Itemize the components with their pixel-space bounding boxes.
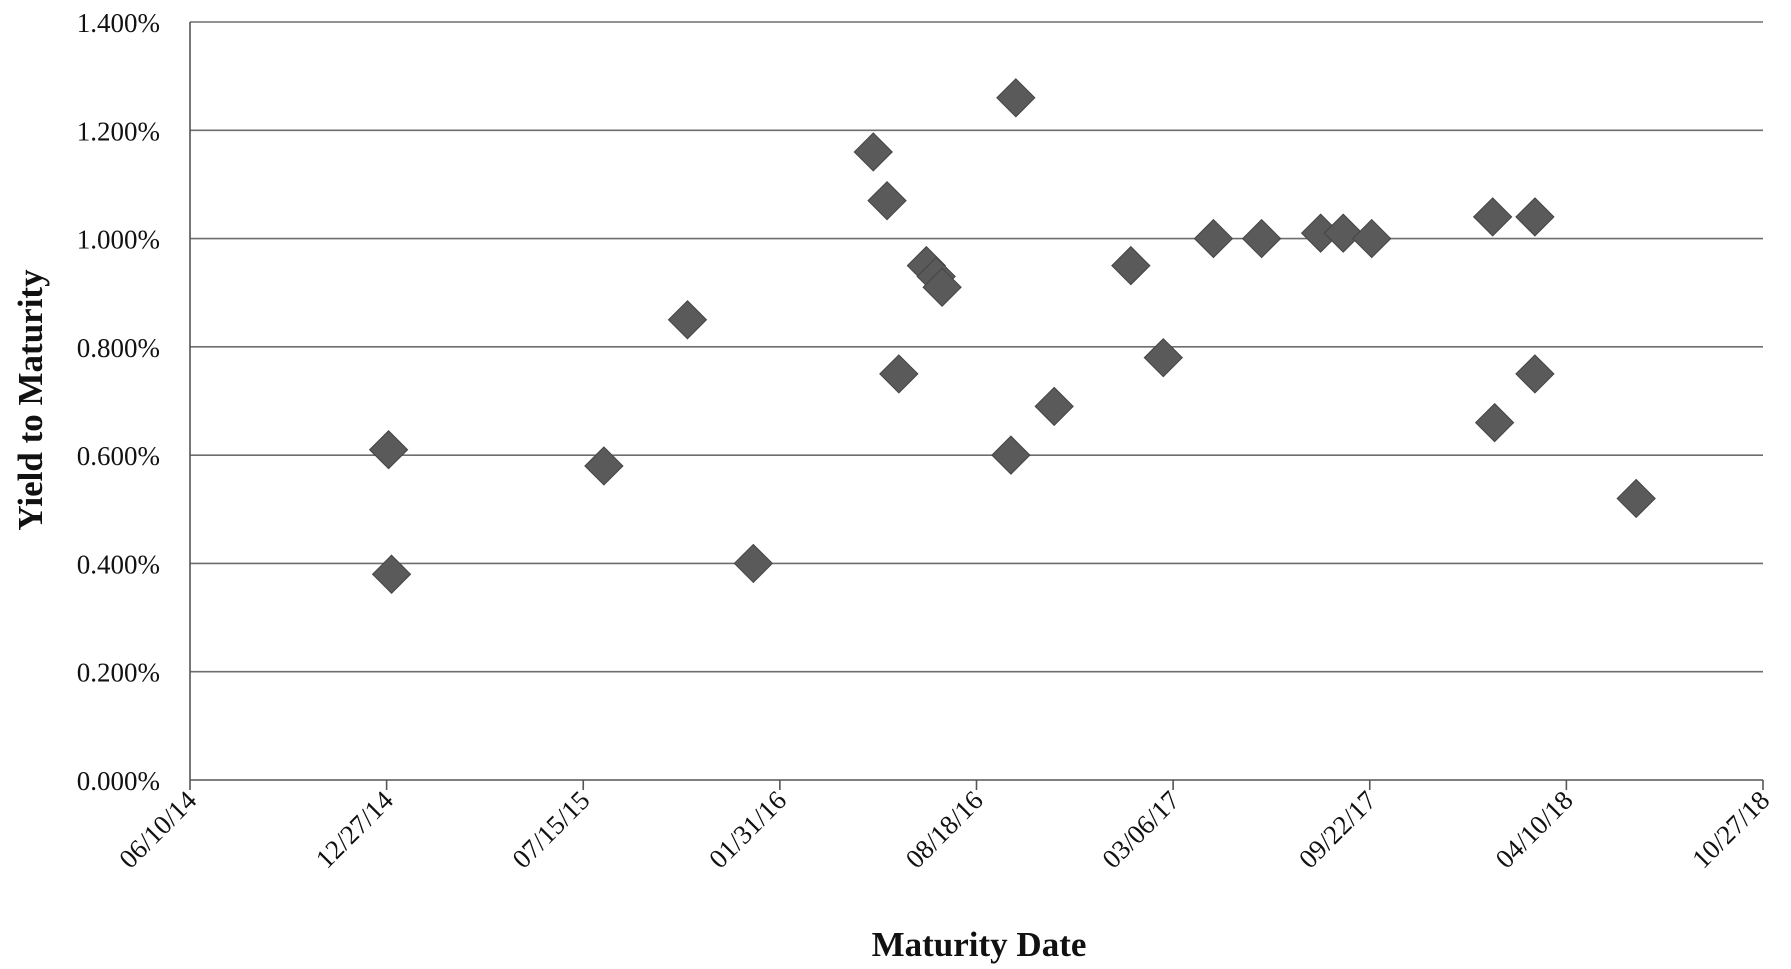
y-tick-label: 1.400% bbox=[77, 8, 160, 38]
data-point bbox=[584, 446, 624, 486]
y-tick-labels: 0.000% 0.200% 0.400% 0.600% 0.800% 1.000% 1.20… bbox=[77, 8, 160, 796]
y-tick-label: 1.200% bbox=[77, 116, 160, 146]
data-point bbox=[991, 435, 1031, 475]
data-point bbox=[1241, 218, 1282, 259]
data-point bbox=[996, 78, 1036, 118]
x-tick-labels: 06/10/14 12/27/14 07/15/15 01/31/16 08/18/16… bbox=[113, 785, 1775, 874]
y-tick-label: 0.800% bbox=[77, 333, 160, 363]
data-point bbox=[1352, 218, 1392, 259]
y-tick-label: 0.000% bbox=[77, 766, 160, 796]
data-point bbox=[853, 132, 893, 172]
data-point bbox=[1143, 337, 1184, 378]
x-tick-label: 10/27/18 bbox=[1686, 785, 1775, 874]
data-point bbox=[1111, 245, 1151, 286]
x-tick-label: 06/10/14 bbox=[113, 785, 202, 874]
data-point bbox=[667, 300, 708, 340]
data-point bbox=[867, 180, 907, 221]
x-tick-label: 03/06/17 bbox=[1096, 785, 1185, 874]
x-tick-label: 12/27/14 bbox=[310, 785, 399, 874]
data-point bbox=[1474, 402, 1515, 443]
data-point bbox=[1323, 213, 1363, 253]
data-point bbox=[371, 554, 412, 594]
data-point bbox=[1515, 354, 1555, 394]
data-point bbox=[1616, 478, 1656, 519]
x-tick-label: 07/15/15 bbox=[506, 785, 595, 874]
data-point bbox=[733, 543, 774, 584]
y-tick-label: 1.000% bbox=[77, 225, 160, 255]
x-tick-label: 04/10/18 bbox=[1490, 785, 1579, 874]
data-point bbox=[1515, 197, 1555, 237]
data-point bbox=[1034, 386, 1074, 427]
y-axis-title: Yield to Maturity bbox=[11, 269, 50, 531]
data-point bbox=[368, 430, 409, 470]
gridlines bbox=[190, 21, 1763, 673]
x-tick-label: 01/31/16 bbox=[703, 785, 792, 874]
x-axis-title: Maturity Date bbox=[872, 925, 1087, 964]
data-point bbox=[1193, 218, 1234, 259]
x-tick-marks bbox=[189, 780, 1764, 790]
data-point bbox=[879, 354, 919, 394]
data-point bbox=[922, 267, 962, 308]
data-point bbox=[1472, 197, 1513, 237]
x-tick-label: 09/22/17 bbox=[1293, 785, 1382, 874]
x-tick-label: 08/18/16 bbox=[900, 785, 989, 874]
y-tick-label: 0.600% bbox=[77, 441, 160, 471]
y-tick-label: 0.200% bbox=[77, 658, 160, 688]
data-points bbox=[368, 78, 1656, 594]
y-tick-label: 0.400% bbox=[77, 549, 160, 579]
